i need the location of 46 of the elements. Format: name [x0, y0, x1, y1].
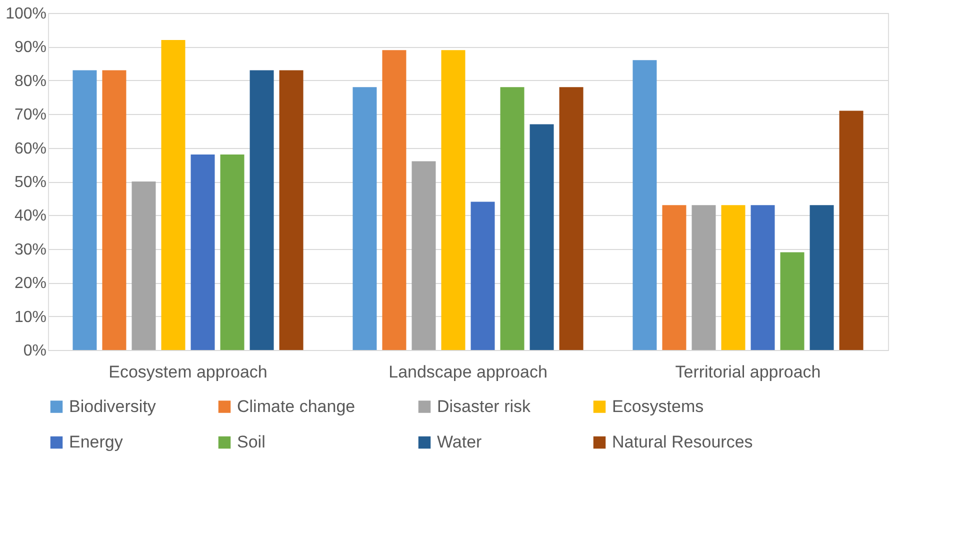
legend-label: Soil [237, 432, 266, 452]
bar [500, 87, 524, 350]
legend-label: Natural Resources [612, 432, 753, 452]
bar [382, 50, 406, 350]
legend-label: Ecosystems [612, 396, 704, 416]
x-tick-label: Landscape approach [388, 362, 548, 382]
y-tick-label: 70% [14, 106, 46, 124]
y-tick-label: 10% [14, 308, 46, 326]
legend-label: Energy [69, 432, 124, 452]
y-tick-label: 0% [23, 342, 46, 360]
bar [559, 87, 584, 350]
bar [279, 70, 304, 350]
bar [220, 154, 244, 350]
bar [662, 205, 686, 350]
bar [132, 182, 156, 350]
x-tick-label: Territorial approach [675, 362, 821, 382]
y-tick-label: 40% [14, 208, 46, 225]
y-tick-label: 60% [14, 140, 46, 158]
legend-label: Climate change [237, 396, 356, 416]
bar [632, 60, 657, 350]
bar [190, 154, 215, 350]
bar [102, 70, 126, 350]
bar [72, 70, 97, 350]
y-tick-label: 20% [14, 275, 46, 292]
bar [470, 202, 495, 350]
bar [412, 161, 436, 350]
bar [161, 40, 186, 350]
bar [441, 50, 466, 350]
bar [692, 205, 716, 350]
y-tick-label: 90% [14, 39, 46, 56]
bar [721, 205, 746, 350]
legend-label: Biodiversity [69, 396, 156, 416]
y-tick-label: 50% [14, 174, 46, 191]
bar [750, 205, 775, 350]
bar [250, 70, 274, 350]
legend-label: Disaster risk [437, 396, 532, 416]
y-tick-label: 100% [6, 6, 46, 22]
legend-label: Water [437, 432, 482, 452]
bar [352, 87, 377, 350]
x-tick-label: Ecosystem approach [108, 362, 268, 382]
y-tick-label: 80% [14, 72, 46, 90]
bar [839, 110, 864, 350]
bar [810, 205, 834, 350]
bar [530, 124, 554, 350]
y-tick-label: 30% [14, 241, 46, 258]
bar [780, 252, 804, 350]
